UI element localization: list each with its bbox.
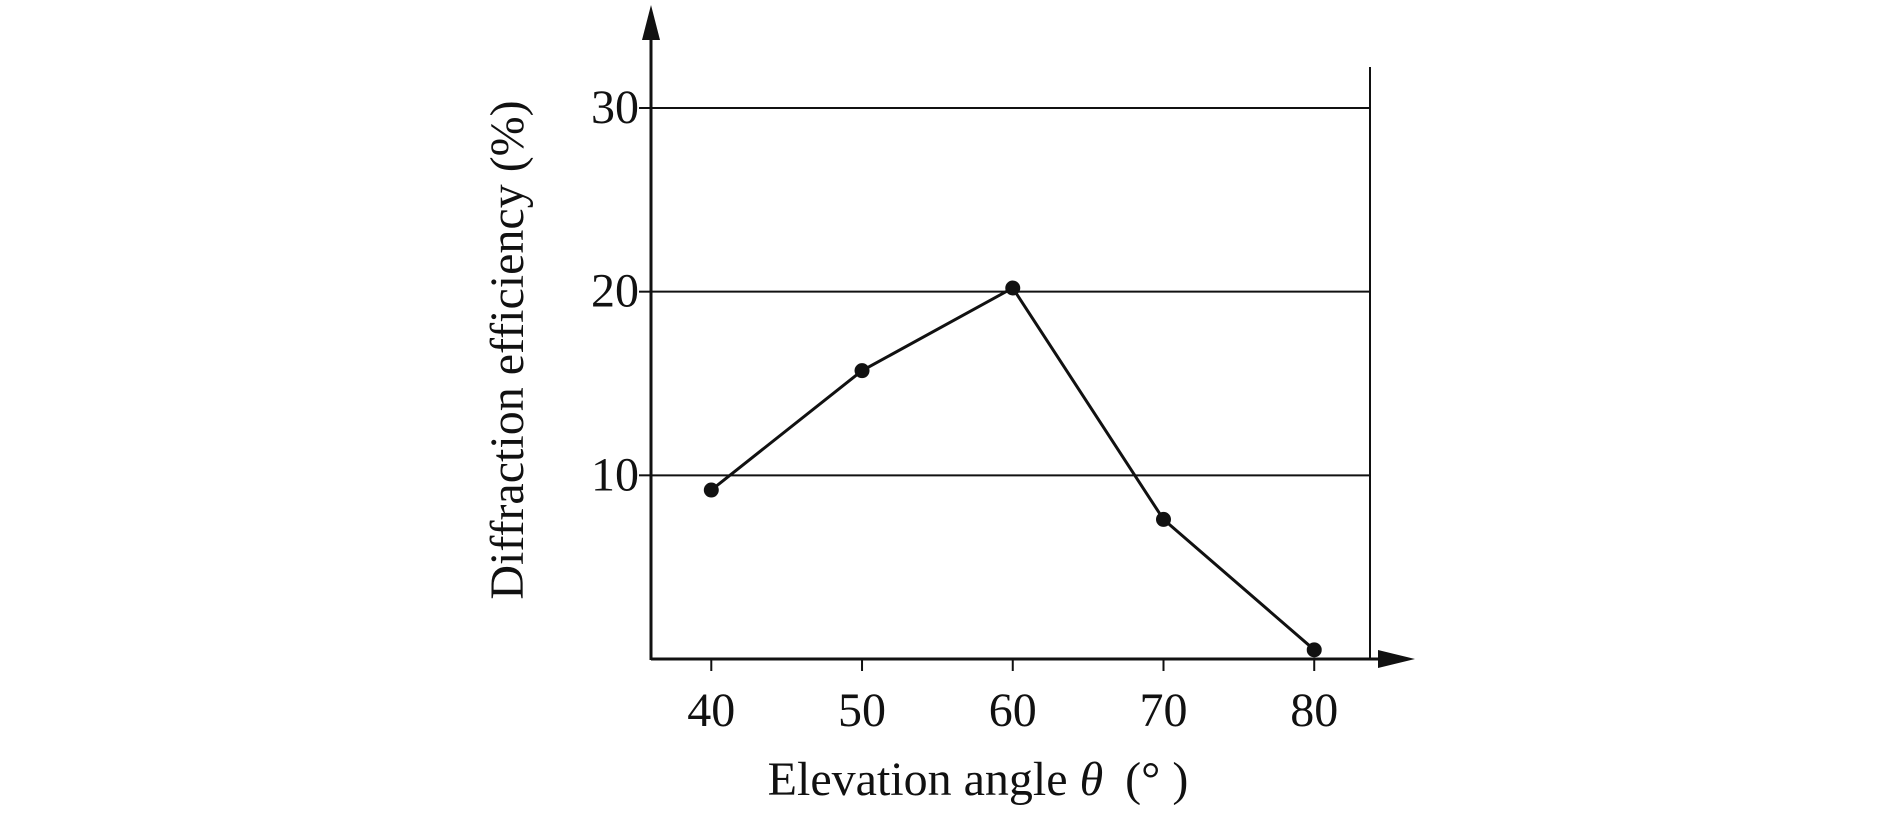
data-point-50 xyxy=(854,363,870,379)
x-axis-label-prefix: Elevation angle xyxy=(768,753,1080,806)
y-axis-label: Diffraction efficiency (%) xyxy=(481,100,534,599)
tick-labels: 10 20 30 40 50 60 70 80 xyxy=(591,81,1338,737)
x-axis-label-theta: θ xyxy=(1080,753,1104,806)
x-tick-label: 40 xyxy=(687,684,735,737)
grid-lines xyxy=(639,107,1370,671)
series-diffraction-efficiency xyxy=(703,280,1322,658)
y-tick-label: 20 xyxy=(591,265,639,318)
y-tick-label: 10 xyxy=(591,448,639,501)
data-point-70 xyxy=(1155,511,1171,527)
data-point-80 xyxy=(1306,642,1322,658)
data-point-60 xyxy=(1005,280,1021,296)
axes xyxy=(642,5,1415,668)
y-tick-label: 30 xyxy=(591,81,639,134)
x-axis-label: Elevation angle θ (° ) xyxy=(768,753,1189,806)
x-tick-label: 80 xyxy=(1290,684,1338,737)
series-line xyxy=(710,286,1316,651)
x-tick-label: 50 xyxy=(838,684,886,737)
data-point-40 xyxy=(703,482,719,498)
y-axis-arrow-icon xyxy=(642,5,660,40)
x-tick-label: 70 xyxy=(1139,684,1187,737)
x-axis-arrow-icon xyxy=(1378,650,1415,668)
x-tick-label: 60 xyxy=(989,684,1037,737)
x-axis-label-unit: (° ) xyxy=(1125,753,1188,806)
